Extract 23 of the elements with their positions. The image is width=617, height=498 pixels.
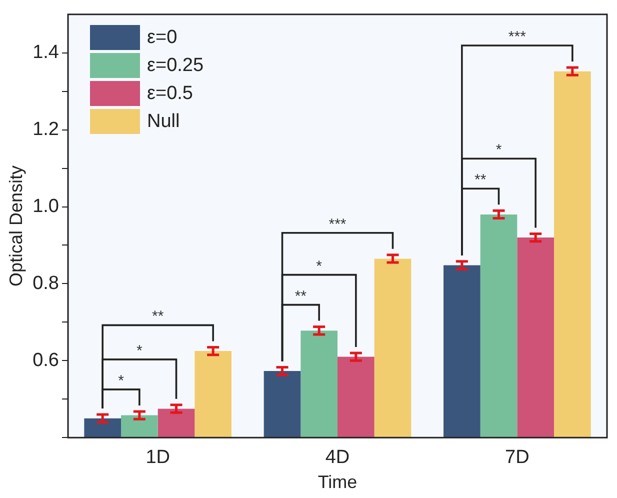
annotation: *** [508,28,526,46]
y-tick-label: 1.2 [32,119,60,140]
annotation: * [316,258,322,275]
x-tick-label: 1D [146,447,170,468]
annotation: ** [152,308,164,326]
annotation: ** [294,288,307,305]
y-tick-label: 1.4 [32,42,60,64]
y-tick-label: 0.6 [32,350,60,371]
annotation: ** [474,172,486,189]
legend-label: ε=0.25 [147,54,204,77]
y-axis-title: Optical Density [6,165,26,287]
legend-label: ε=0.5 [147,82,193,105]
x-tick-label: 4D [325,447,350,468]
annotation: * [496,142,502,159]
legend-label: Null [147,110,180,133]
legend-label: ε=0 [147,26,178,49]
y-tick-label: 1.0 [32,196,60,217]
x-tick-label: 7D [505,447,530,468]
annotation: * [136,342,143,360]
annotation: * [118,372,124,390]
annotation: *** [328,216,346,233]
y-tick-label: 0.8 [32,272,60,294]
x-axis-title: Time [318,472,358,492]
